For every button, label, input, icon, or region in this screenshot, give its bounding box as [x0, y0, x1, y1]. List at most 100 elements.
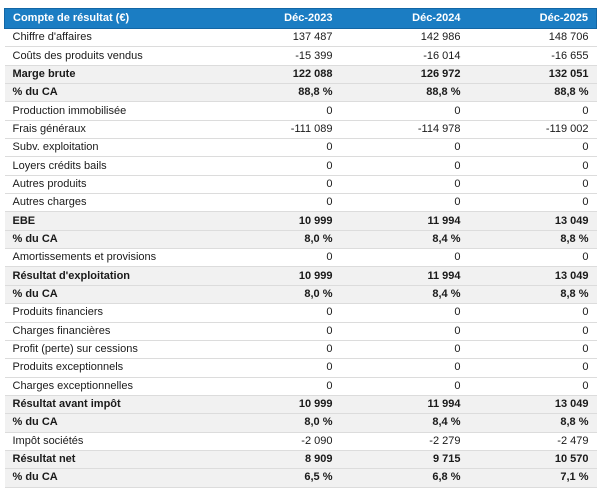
cell-dec-2023: 88,8 %: [212, 83, 341, 103]
table-row: Charges financières 0 0 0: [4, 322, 597, 341]
cell-dec-2023: 6,5 %: [212, 468, 341, 488]
cell-dec-2025: 0: [468, 303, 597, 323]
row-label: Résultat d'exploitation: [4, 266, 213, 286]
cell-dec-2025: -2 479: [468, 432, 597, 451]
row-label: Frais généraux: [4, 120, 213, 140]
table-row: Production immobilisée 0 0 0: [4, 101, 597, 121]
row-label: Produits exceptionnels: [4, 358, 213, 378]
cell-dec-2025: 13 049: [468, 211, 597, 231]
table-row: Frais généraux -111 089 -114 978 -119 00…: [4, 120, 597, 140]
row-label: Charges exceptionnelles: [4, 377, 213, 396]
cell-dec-2025: 13 049: [468, 395, 597, 415]
row-label: Marge brute: [4, 65, 213, 85]
cell-dec-2023: 0: [212, 193, 341, 213]
row-label: Autres produits: [4, 175, 213, 195]
table-row: Coûts des produits vendus -15 399 -16 01…: [4, 46, 597, 66]
cell-dec-2023: 0: [212, 175, 341, 195]
cell-dec-2023: 0: [212, 340, 341, 360]
cell-dec-2025: 8,8 %: [468, 230, 597, 250]
cell-dec-2025: 8,8 %: [468, 413, 597, 433]
cell-dec-2025: -16 655: [468, 46, 597, 66]
table-row: Amortissements et provisions 0 0 0: [4, 248, 597, 268]
row-label: Résultat net: [4, 450, 213, 470]
row-label: Amortissements et provisions: [4, 248, 213, 268]
cell-dec-2023: 8,0 %: [212, 413, 341, 433]
cell-dec-2024: 11 994: [340, 395, 469, 415]
cell-dec-2025: 13 049: [468, 266, 597, 286]
cell-dec-2023: 10 999: [212, 266, 341, 286]
table-row: Marge brute 122 088 126 972 132 051: [4, 65, 597, 85]
table-row: Résultat avant impôt 10 999 11 994 13 04…: [4, 395, 597, 415]
cell-dec-2024: -114 978: [340, 120, 469, 140]
cell-dec-2024: 0: [340, 156, 469, 176]
row-label: % du CA: [4, 468, 213, 488]
cell-dec-2024: 11 994: [340, 211, 469, 231]
table-row: % du CA 6,5 % 6,8 % 7,1 %: [4, 468, 597, 488]
cell-dec-2023: 8 909: [212, 450, 341, 470]
cell-dec-2023: -2 090: [212, 432, 341, 451]
cell-dec-2024: 0: [340, 377, 469, 396]
cell-dec-2024: 9 715: [340, 450, 469, 470]
cell-dec-2024: -2 279: [340, 432, 469, 451]
cell-dec-2025: 7,1 %: [468, 468, 597, 488]
cell-dec-2025: 0: [468, 377, 597, 396]
cell-dec-2024: 0: [340, 303, 469, 323]
table-body: Chiffre d'affaires 137 487 142 986 148 7…: [4, 28, 597, 488]
row-label: Loyers crédits bails: [4, 156, 213, 176]
cell-dec-2025: 88,8 %: [468, 83, 597, 103]
row-label: Coûts des produits vendus: [4, 46, 213, 66]
header-title: Compte de résultat (€): [4, 8, 213, 29]
cell-dec-2025: 0: [468, 248, 597, 268]
table-row: Produits exceptionnels 0 0 0: [4, 358, 597, 378]
row-label: Autres charges: [4, 193, 213, 213]
cell-dec-2024: 0: [340, 358, 469, 378]
table-row: Autres charges 0 0 0: [4, 193, 597, 213]
cell-dec-2025: 148 706: [468, 28, 597, 48]
row-label: Produits financiers: [4, 303, 213, 323]
table-row: Produits financiers 0 0 0: [4, 303, 597, 323]
income-statement-table: Compte de résultat (€) Déc-2023 Déc-2024…: [4, 8, 597, 488]
row-label: Impôt sociétés: [4, 432, 213, 451]
header-col-dec-2024: Déc-2024: [340, 8, 469, 29]
table-row: % du CA 8,0 % 8,4 % 8,8 %: [4, 413, 597, 433]
cell-dec-2023: 0: [212, 138, 341, 158]
cell-dec-2024: 0: [340, 193, 469, 213]
cell-dec-2024: 0: [340, 322, 469, 341]
cell-dec-2024: 0: [340, 248, 469, 268]
table-row: Subv. exploitation 0 0 0: [4, 138, 597, 158]
cell-dec-2025: 10 570: [468, 450, 597, 470]
cell-dec-2025: 0: [468, 193, 597, 213]
cell-dec-2024: 126 972: [340, 65, 469, 85]
cell-dec-2023: 0: [212, 101, 341, 121]
cell-dec-2025: 0: [468, 101, 597, 121]
row-label: % du CA: [4, 230, 213, 250]
table-row: % du CA 88,8 % 88,8 % 88,8 %: [4, 83, 597, 103]
cell-dec-2024: 6,8 %: [340, 468, 469, 488]
cell-dec-2023: 0: [212, 322, 341, 341]
cell-dec-2023: 137 487: [212, 28, 341, 48]
cell-dec-2024: 0: [340, 138, 469, 158]
cell-dec-2024: 142 986: [340, 28, 469, 48]
row-label: % du CA: [4, 83, 213, 103]
cell-dec-2025: 0: [468, 340, 597, 360]
cell-dec-2023: 0: [212, 377, 341, 396]
table-row: Résultat d'exploitation 10 999 11 994 13…: [4, 266, 597, 286]
cell-dec-2024: 0: [340, 175, 469, 195]
header-col-dec-2025: Déc-2025: [468, 8, 597, 29]
cell-dec-2023: 8,0 %: [212, 230, 341, 250]
cell-dec-2024: 11 994: [340, 266, 469, 286]
cell-dec-2025: -119 002: [468, 120, 597, 140]
row-label: Subv. exploitation: [4, 138, 213, 158]
cell-dec-2023: 0: [212, 303, 341, 323]
cell-dec-2024: 8,4 %: [340, 285, 469, 305]
row-label: Chiffre d'affaires: [4, 28, 213, 48]
cell-dec-2024: 88,8 %: [340, 83, 469, 103]
cell-dec-2023: 0: [212, 248, 341, 268]
cell-dec-2024: 8,4 %: [340, 230, 469, 250]
cell-dec-2025: 0: [468, 322, 597, 341]
table-row: Profit (perte) sur cessions 0 0 0: [4, 340, 597, 360]
table-row: % du CA 8,0 % 8,4 % 8,8 %: [4, 230, 597, 250]
table-row: Résultat net 8 909 9 715 10 570: [4, 450, 597, 470]
row-label: Profit (perte) sur cessions: [4, 340, 213, 360]
table-row: Chiffre d'affaires 137 487 142 986 148 7…: [4, 28, 597, 48]
